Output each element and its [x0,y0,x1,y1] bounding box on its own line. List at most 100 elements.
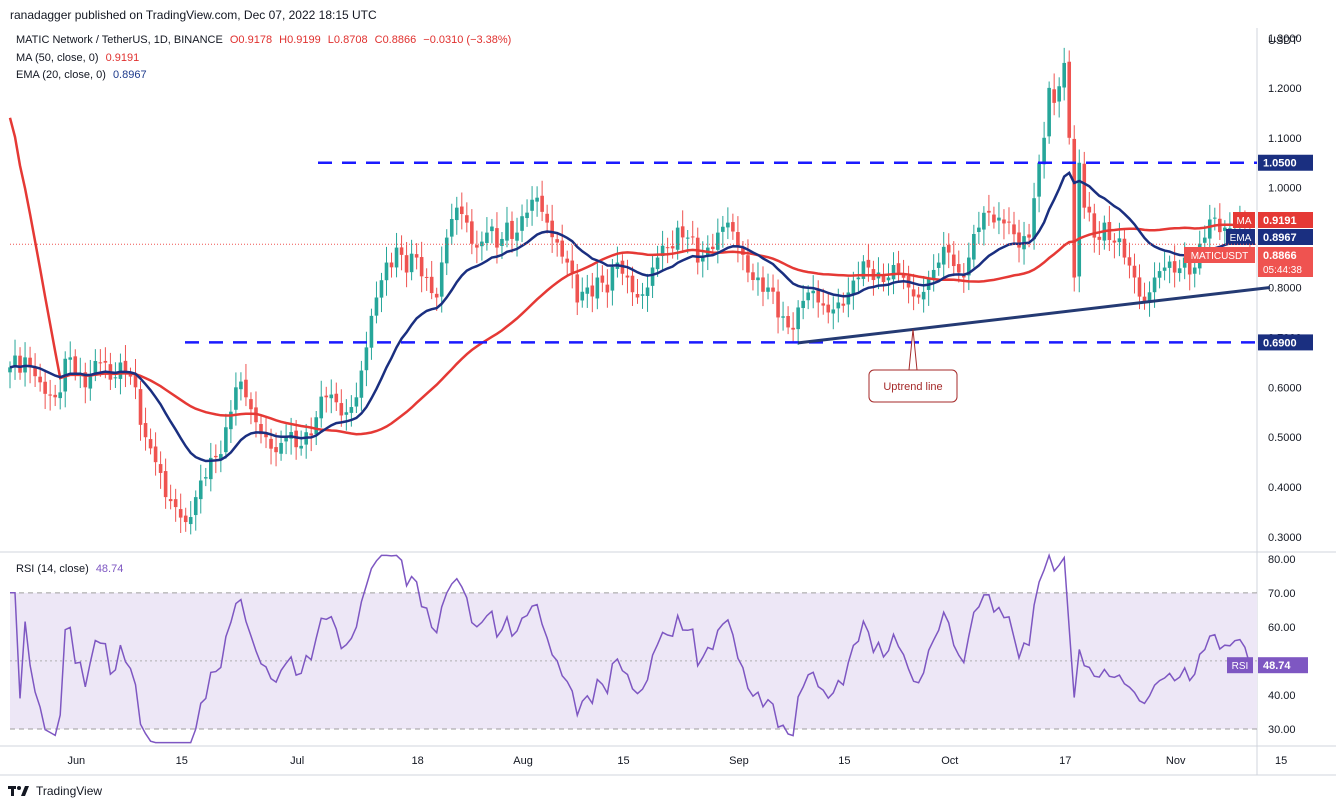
candle-body [901,274,906,278]
level-price-label: 1.0500 [1263,158,1297,170]
ohlc-close: C0.8866 [374,34,417,46]
candle-body [886,277,891,281]
candle-body [640,294,645,296]
symbol-name: MATIC Network / TetherUS, 1D, BINANCE [16,34,223,46]
price-label-name: MATICUSDT [1191,251,1249,262]
time-tick-label: 15 [617,755,629,767]
candle-body [1092,213,1097,238]
candle-body [585,287,590,294]
candle-body [193,497,198,516]
candle-body [234,387,238,410]
candle-body [645,287,650,296]
rsi-tick-label: 80.00 [1268,554,1296,566]
candle-body [264,432,268,438]
candle-body [344,412,349,415]
candle-body [1142,296,1147,303]
price-label-name: EMA [1230,233,1252,244]
candle-body [982,212,986,230]
footer: TradingView [8,784,102,798]
candle-body [821,303,826,306]
price-label-value-tag [1258,212,1313,228]
candle-body [972,233,976,260]
candle-body [83,372,88,388]
candle-body [1082,163,1087,208]
candle-body [168,499,173,502]
candle-body [465,215,469,223]
candle-body [660,245,665,257]
candle-body [249,399,253,410]
candle-body [590,285,595,297]
candle-body [791,327,795,330]
candle-body [460,206,464,215]
rsi-tick-label: 60.00 [1268,622,1296,634]
candle-body [1087,206,1092,213]
candle-body [505,222,509,241]
rsi-band [10,592,1257,729]
candle-body [1137,277,1142,297]
candle-body [359,370,364,398]
candle-body [1152,277,1157,293]
candle-body [349,407,354,413]
candle-body [675,227,680,250]
candle-body [987,210,991,213]
candle-body [1172,261,1177,273]
candle-body [605,284,610,293]
price-label-value: 0.9191 [1263,215,1297,227]
candle-body [454,207,459,221]
candle-body [977,227,981,233]
candle-body [188,517,193,525]
candle-body [8,367,12,373]
candle-body [329,394,334,399]
candle-body [911,289,916,297]
candle-body [816,289,821,303]
candle-body [711,246,715,250]
price-tick-label: 0.5000 [1268,432,1302,444]
candle-body [394,247,399,268]
candle-body [826,304,831,313]
candle-body [1037,162,1041,197]
time-tick-label: Jun [67,755,85,767]
candle-body [244,379,248,398]
level-price-tag [1258,334,1313,351]
time-tick-label: Nov [1166,755,1186,767]
candle-body [1228,228,1232,230]
candle-body [449,218,454,237]
candle-body [369,315,374,348]
candle-body [1127,257,1132,266]
candle-body [1027,234,1031,238]
candle-body [429,276,434,294]
candle-body [781,316,785,318]
candle-body [520,216,524,231]
candle-body [198,480,203,500]
candle-body [1032,198,1036,240]
candle-body [1207,219,1212,239]
candle-body [475,245,479,248]
candle-body [1192,267,1197,274]
rsi-tick-label: 30.00 [1268,724,1296,736]
candle-body [1132,265,1137,278]
rsi-legend: RSI (14, close) 48.74 [16,563,123,575]
candle-body [836,302,841,309]
candle-body [1223,227,1227,231]
rsi-line [10,553,1251,744]
candle-body [921,291,926,300]
candle-body [339,403,344,416]
candle-body [761,277,765,292]
candle-body [274,447,278,453]
candle-body [916,294,921,298]
candle-body [851,280,856,294]
time-tick-label: Oct [941,755,958,767]
candle-body [540,195,544,212]
candle-body [224,427,228,453]
candle-body [776,291,780,318]
annotation-box [868,369,958,403]
publisher-line: ranadagger published on TradingView.com,… [10,8,377,22]
candle-body [173,499,178,508]
candle-body [259,423,263,435]
price-label-value-tag [1258,229,1313,245]
candle-body [38,376,42,383]
ohlc-change: −0.0310 (−3.38%) [423,34,512,46]
ohlc-high: H0.9199 [279,34,321,46]
candle-body [1167,261,1172,268]
